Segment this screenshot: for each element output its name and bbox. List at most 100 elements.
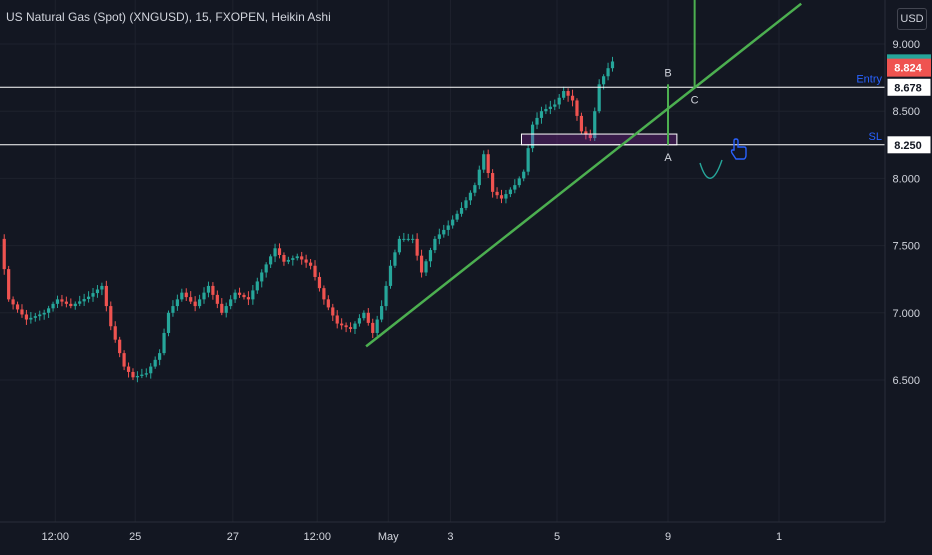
- time-tick-label: 25: [129, 531, 141, 543]
- candle-body: [131, 371, 135, 378]
- candle-body: [113, 326, 117, 340]
- candle-body: [455, 213, 459, 220]
- candle-body: [610, 61, 615, 69]
- currency-button[interactable]: USD: [897, 8, 927, 30]
- level-price-badge-sl-bg: [886, 135, 932, 155]
- candle-body: [544, 108, 548, 112]
- candle-body: [184, 292, 188, 298]
- candle-body: [606, 68, 610, 77]
- price-tick-label: 8.500: [892, 106, 920, 118]
- candle-body: [246, 297, 251, 300]
- point-label-c: C: [691, 94, 699, 106]
- candle-body: [144, 373, 148, 375]
- time-tick-label: May: [378, 531, 399, 543]
- candles: [2, 56, 615, 383]
- candle-body: [47, 308, 51, 313]
- candle-body: [286, 259, 290, 262]
- candle-body: [60, 299, 64, 302]
- candle-body: [433, 238, 437, 251]
- candle-body: [499, 195, 504, 199]
- candle-body: [206, 285, 211, 293]
- price-axis[interactable]: 6.5007.0007.5008.0008.5009.0009.50010.00…: [884, 0, 932, 550]
- candle-body: [229, 299, 233, 307]
- candle-body: [109, 306, 113, 327]
- candle-body: [504, 194, 508, 199]
- candle-body: [308, 262, 313, 266]
- candle-body: [118, 339, 122, 354]
- candle-body: [482, 154, 486, 170]
- candle-body: [366, 312, 370, 323]
- candle-body: [517, 178, 521, 186]
- candle-body: [353, 323, 357, 329]
- candle-body: [95, 289, 100, 294]
- pointer-hand-icon: [730, 138, 747, 160]
- candle-body: [513, 185, 517, 190]
- level-label-sl: SL: [869, 131, 882, 143]
- candle-body: [597, 84, 601, 112]
- candle-body: [126, 366, 131, 372]
- time-axis-bg: [0, 522, 885, 550]
- candle-body: [570, 95, 575, 101]
- candle-body: [526, 148, 530, 172]
- trendline: [365, 2, 802, 348]
- candle-body: [415, 238, 419, 256]
- point-label-b: B: [664, 67, 671, 79]
- candle-body: [593, 111, 597, 139]
- candle-body: [451, 219, 455, 226]
- candle-body: [104, 285, 108, 307]
- candle-body: [153, 359, 157, 367]
- candle-body: [428, 250, 433, 262]
- candle-body: [166, 312, 171, 333]
- support-zone-box: [520, 133, 678, 146]
- candle-body: [313, 265, 317, 277]
- candle-body: [162, 332, 166, 354]
- candle-body: [171, 306, 175, 313]
- candle-body: [233, 292, 237, 300]
- pointer-hand-shape: [730, 138, 747, 160]
- candle-body: [459, 207, 464, 214]
- time-tick-label: 12:00: [42, 531, 70, 543]
- candle-body: [357, 318, 362, 324]
- time-tick-label: 27: [227, 531, 239, 543]
- level-price-badge-entry: 8.678: [894, 82, 922, 94]
- candle-body: [464, 200, 468, 208]
- candle-body: [295, 256, 299, 259]
- candle-body: [42, 312, 46, 315]
- price-tick-label: 7.000: [892, 308, 920, 320]
- candle-body: [388, 265, 393, 286]
- candle-body: [7, 269, 11, 300]
- candle-body: [64, 301, 68, 304]
- candle-body: [566, 91, 570, 96]
- candle-body: [322, 288, 326, 300]
- candle-body: [539, 111, 544, 118]
- candle-body: [282, 255, 286, 262]
- candle-body: [264, 264, 268, 273]
- candle-body: [468, 192, 473, 201]
- candle-body: [175, 299, 179, 307]
- candle-body: [335, 315, 339, 324]
- candle-body: [326, 299, 330, 308]
- time-axis[interactable]: 12:00 25 27 12:00 May 3 5 9 1: [0, 521, 885, 550]
- candle-body: [477, 169, 481, 186]
- candle-body: [135, 375, 140, 378]
- candle-body: [215, 294, 219, 304]
- candle-body: [2, 238, 6, 270]
- candle-body: [371, 322, 375, 333]
- candle-body: [344, 325, 348, 328]
- candle-body: [224, 306, 228, 313]
- candle-body: [411, 238, 415, 240]
- candle-body: [197, 299, 202, 307]
- candle-body: [553, 104, 557, 107]
- candle-body: [491, 173, 495, 192]
- candle-body: [38, 314, 42, 317]
- candle-body: [437, 234, 441, 239]
- candle-body: [446, 225, 450, 230]
- price-tick-label: 6.500: [892, 375, 920, 387]
- candle-body: [602, 76, 606, 85]
- candle-body: [304, 259, 308, 263]
- forecast-curve: [699, 159, 723, 179]
- candle-body: [211, 285, 215, 295]
- candle-body: [100, 285, 104, 290]
- candle-body: [442, 229, 446, 235]
